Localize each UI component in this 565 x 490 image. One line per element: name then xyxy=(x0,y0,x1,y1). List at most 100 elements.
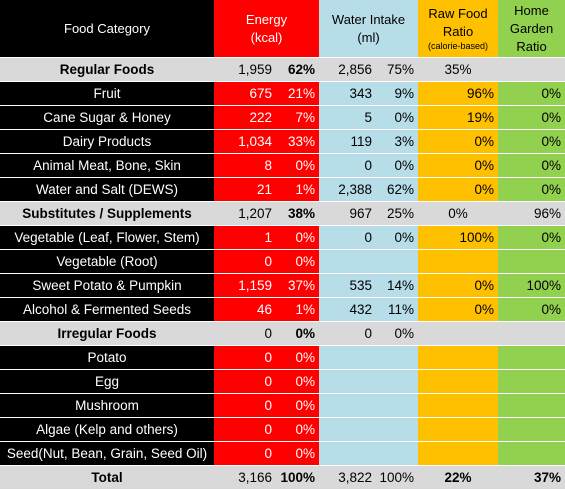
table-row: Vegetable (Root) 0 0% xyxy=(0,249,565,274)
table-row: Sweet Potato & Pumpkin 1,159 37% 535 14% 0% 10… xyxy=(0,273,565,298)
energy-percent: 1% xyxy=(276,177,320,202)
garden-ratio: 0% xyxy=(498,129,565,154)
raw-ratio: 0% xyxy=(418,153,499,178)
water-percent: 9% xyxy=(376,81,419,106)
category-cell: Mushroom xyxy=(0,393,214,418)
energy-value: 0 xyxy=(214,441,276,466)
raw-ratio: 22% xyxy=(418,465,499,490)
energy-value: 46 xyxy=(214,297,276,322)
garden-ratio: 37% xyxy=(498,465,565,490)
table-row: Algae (Kelp and others) 0 0% xyxy=(0,417,565,442)
table-row: Egg 0 0% xyxy=(0,369,565,394)
energy-value: 0 xyxy=(214,369,276,394)
water-percent: 0% xyxy=(376,105,419,130)
energy-value: 0 xyxy=(214,393,276,418)
water-percent xyxy=(376,417,419,442)
energy-percent: 33% xyxy=(276,129,320,154)
group-row: Irregular Foods 0 0% 0 0% xyxy=(0,321,565,346)
category-cell: Total xyxy=(0,465,214,490)
category-cell: Irregular Foods xyxy=(0,321,214,346)
energy-value: 222 xyxy=(214,105,276,130)
garden-ratio xyxy=(498,249,565,274)
table-row: Vegetable (Leaf, Flower, Stem) 1 0% 0 0% 100%… xyxy=(0,225,565,250)
category-cell: Egg xyxy=(0,369,214,394)
header-garden-ratio: Home Garden Ratio xyxy=(498,0,565,58)
energy-percent: 1% xyxy=(276,297,320,322)
water-value: 967 xyxy=(319,201,377,226)
energy-value: 1,207 xyxy=(214,201,276,226)
garden-ratio xyxy=(498,393,565,418)
raw-ratio: 0% xyxy=(418,297,499,322)
water-value xyxy=(319,417,377,442)
water-value: 119 xyxy=(319,129,377,154)
water-value xyxy=(319,345,377,370)
category-cell: Fruit xyxy=(0,81,214,106)
energy-percent: 21% xyxy=(276,81,320,106)
energy-value: 0 xyxy=(214,249,276,274)
water-value: 2,388 xyxy=(319,177,377,202)
category-cell: Seed(Nut, Bean, Grain, Seed Oil) xyxy=(0,441,214,466)
category-cell: Regular Foods xyxy=(0,57,214,82)
garden-ratio: 100% xyxy=(498,273,565,298)
table-row: Animal Meat, Bone, Skin 8 0% 0 0% 0% 0% xyxy=(0,153,565,178)
water-value: 535 xyxy=(319,273,377,298)
table-row: Water and Salt (DEWS) 21 1% 2,388 62% 0% 0% xyxy=(0,177,565,202)
table-row: Fruit 675 21% 343 9% 96% 0% xyxy=(0,81,565,106)
energy-value: 8 xyxy=(214,153,276,178)
water-percent: 0% xyxy=(376,321,419,346)
garden-ratio: 0% xyxy=(498,297,565,322)
water-value xyxy=(319,393,377,418)
water-percent: 25% xyxy=(376,201,419,226)
category-cell: Sweet Potato & Pumpkin xyxy=(0,273,214,298)
garden-ratio xyxy=(498,57,565,82)
energy-percent: 0% xyxy=(276,393,320,418)
energy-percent: 0% xyxy=(276,249,320,274)
energy-value: 3,166 xyxy=(214,465,276,490)
header-category: Food Category xyxy=(0,0,214,58)
category-cell: Algae (Kelp and others) xyxy=(0,417,214,442)
energy-percent: 0% xyxy=(276,417,320,442)
garden-ratio: 0% xyxy=(498,105,565,130)
header-energy: Energy (kcal) xyxy=(214,0,320,58)
water-percent: 11% xyxy=(376,297,419,322)
category-cell: Dairy Products xyxy=(0,129,214,154)
table-row: Potato 0 0% xyxy=(0,345,565,370)
category-cell: Alcohol & Fermented Seeds xyxy=(0,297,214,322)
water-percent: 100% xyxy=(376,465,419,490)
water-value: 432 xyxy=(319,297,377,322)
category-cell: Vegetable (Leaf, Flower, Stem) xyxy=(0,225,214,250)
water-value: 0 xyxy=(319,321,377,346)
raw-ratio xyxy=(418,249,499,274)
water-percent xyxy=(376,441,419,466)
garden-ratio xyxy=(498,369,565,394)
category-cell: Substitutes / Supplements xyxy=(0,201,214,226)
raw-ratio: 35% xyxy=(418,57,499,82)
water-value: 3,822 xyxy=(319,465,377,490)
water-percent xyxy=(376,393,419,418)
energy-value: 0 xyxy=(214,321,276,346)
energy-value: 675 xyxy=(214,81,276,106)
water-value: 2,856 xyxy=(319,57,377,82)
water-percent: 75% xyxy=(376,57,419,82)
energy-percent: 38% xyxy=(276,201,320,226)
water-percent xyxy=(376,345,419,370)
garden-ratio xyxy=(498,441,565,466)
garden-ratio: 0% xyxy=(498,153,565,178)
garden-ratio: 0% xyxy=(498,177,565,202)
category-cell: Water and Salt (DEWS) xyxy=(0,177,214,202)
energy-value: 1,034 xyxy=(214,129,276,154)
water-value xyxy=(319,441,377,466)
water-value: 0 xyxy=(319,153,377,178)
raw-ratio xyxy=(418,393,499,418)
energy-percent: 0% xyxy=(276,153,320,178)
raw-ratio: 100% xyxy=(418,225,499,250)
raw-ratio: 0% xyxy=(418,201,499,226)
energy-percent: 0% xyxy=(276,441,320,466)
raw-ratio xyxy=(418,345,499,370)
total-row: Total 3,166 100% 3,822 100% 22% 37% xyxy=(0,465,565,490)
water-percent: 14% xyxy=(376,273,419,298)
energy-percent: 0% xyxy=(276,321,320,346)
raw-ratio: 96% xyxy=(418,81,499,106)
energy-value: 1,959 xyxy=(214,57,276,82)
